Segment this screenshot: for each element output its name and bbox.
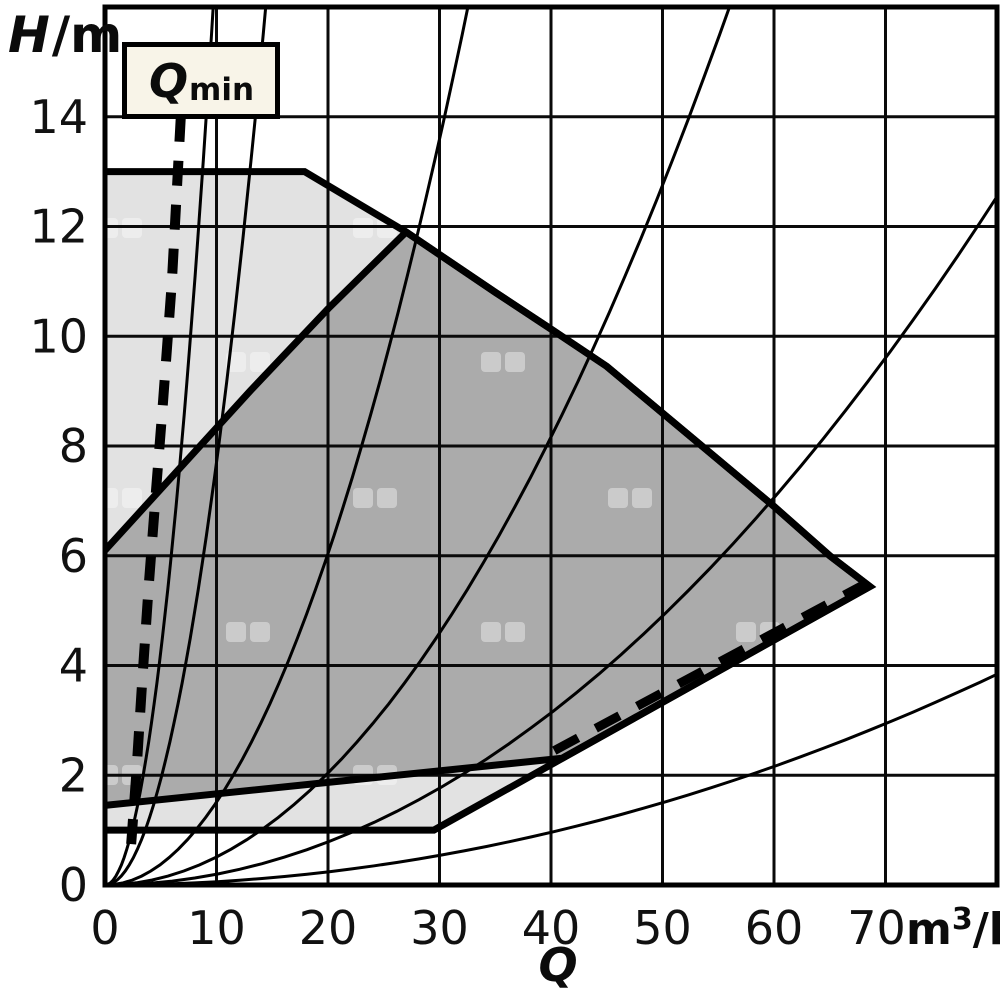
system-curve-k0.077 [105, 7, 268, 885]
watermark-mark [760, 352, 780, 372]
watermark-mark [250, 352, 270, 372]
qmin-symbol: Q [148, 53, 189, 108]
x-tick-label-0: 0 [90, 901, 119, 955]
y-axis-unit: /m [51, 6, 123, 64]
y-tick-label-4: 4 [59, 639, 88, 693]
plot-border [102, 4, 1000, 888]
y-tick-label-10: 10 [29, 309, 88, 363]
watermark-mark [887, 488, 907, 508]
y-tick-label-6: 6 [59, 529, 88, 583]
y-tick-label-0: 0 [59, 858, 88, 912]
watermark-mark [481, 622, 501, 642]
watermark-mark [481, 352, 501, 372]
y-tick-label-8: 8 [59, 419, 88, 473]
y-axis-symbol: H [8, 6, 50, 64]
y-tick-label-12: 12 [29, 200, 88, 254]
watermark-mark [98, 488, 118, 508]
system-curve-k0.0006 [105, 672, 997, 885]
x-tick-label-30: 30 [410, 901, 469, 955]
watermark-mark [608, 488, 628, 508]
system-curve-k0.0151 [105, 7, 470, 885]
grid-layer [105, 7, 997, 885]
x-tick-label-20: 20 [299, 901, 358, 955]
region-control-range [105, 232, 870, 806]
watermark-mark [736, 352, 756, 372]
system-curve-k0.17 [105, 7, 215, 885]
x-tick-label-50: 50 [633, 901, 692, 955]
system-curve-k0.0051 [105, 7, 732, 885]
x-tick-label-60: 60 [745, 901, 804, 955]
x-axis-unit-label: m3/h [906, 902, 1000, 955]
qmin-lower-dashed-line [552, 579, 869, 755]
watermark-mark [226, 622, 246, 642]
x-tick-label-70: 70 [847, 901, 906, 955]
watermark-mark [736, 622, 756, 642]
x-tick-label-10: 10 [187, 901, 246, 955]
qmin-subscript: min [189, 71, 255, 108]
system-curve-layer [105, 7, 997, 885]
y-tick-label-14: 14 [29, 90, 88, 144]
watermark-mark [250, 622, 270, 642]
x-tick-label-40: 40 [522, 901, 581, 955]
watermark-mark [505, 352, 525, 372]
watermark-mark [632, 488, 652, 508]
y-tick-label-2: 2 [59, 748, 88, 802]
watermark-mark [353, 488, 373, 508]
watermark-mark [863, 488, 883, 508]
watermark-mark [122, 488, 142, 508]
y-axis-title: H/m [8, 6, 122, 64]
watermark-mark [505, 622, 525, 642]
watermark-mark [377, 488, 397, 508]
system-curve-k0.00196 [105, 193, 997, 885]
x-axis-title: Q [538, 938, 578, 992]
